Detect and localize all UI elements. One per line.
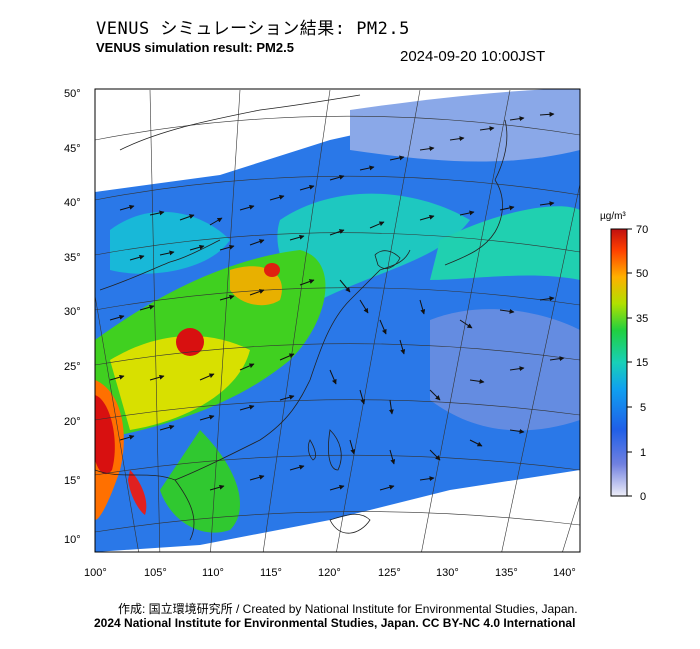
lat-label: 20° — [64, 416, 81, 428]
license-line: 2024 National Institute for Environmenta… — [94, 616, 576, 630]
title-japanese: VENUS シミュレーション結果: PM2.5 — [96, 19, 410, 39]
lon-label: 110° — [202, 567, 224, 579]
lon-label: 125° — [378, 567, 401, 579]
lat-label: 35° — [64, 252, 81, 264]
lon-label: 135° — [495, 567, 518, 579]
graticule — [95, 89, 580, 552]
lat-label: 40° — [64, 197, 81, 209]
legend-level: 50 — [636, 268, 648, 280]
title-english: VENUS simulation result: PM2.5 — [96, 40, 294, 55]
map-frame — [94, 88, 581, 553]
lat-label: 30° — [64, 306, 81, 318]
coastlines — [95, 94, 508, 541]
credit-line: 作成: 国立環境研究所 / Created by National Instit… — [118, 602, 578, 616]
lon-label: 105° — [144, 567, 167, 579]
legend-level: 0 — [640, 491, 646, 503]
lon-label: 140° — [553, 567, 576, 579]
legend-level: 1 — [640, 447, 646, 459]
legend-unit: µg/m³ — [600, 211, 626, 222]
lat-label: 45° — [64, 143, 81, 155]
longitude-labels: 100° 105° 110° 115° 120° 125° 130° 135° … — [84, 567, 576, 579]
legend-level: 5 — [640, 402, 646, 414]
lon-label: 120° — [318, 567, 341, 579]
model-domain — [95, 89, 580, 552]
lon-label: 100° — [84, 567, 107, 579]
lon-label: 130° — [436, 567, 459, 579]
lat-label: 25° — [64, 361, 81, 373]
wind-vectors — [109, 111, 565, 491]
legend-colorbar — [610, 228, 628, 497]
forecast-timestamp: 2024-09-20 10:00JST — [400, 48, 546, 65]
lat-label: 15° — [64, 475, 81, 487]
legend-level: 70 — [636, 224, 648, 236]
lat-label: 10° — [64, 534, 81, 546]
lat-label: 50° — [64, 88, 81, 100]
latitude-labels: 50° 45° 40° 35° 30° 25° 20° 15° 10° — [64, 88, 81, 546]
color-legend: 70 50 35 15 5 1 0 — [610, 224, 648, 503]
map-layer — [95, 89, 580, 552]
lon-label: 115° — [260, 567, 282, 579]
legend-level: 15 — [636, 357, 648, 369]
legend-level: 35 — [636, 313, 648, 325]
